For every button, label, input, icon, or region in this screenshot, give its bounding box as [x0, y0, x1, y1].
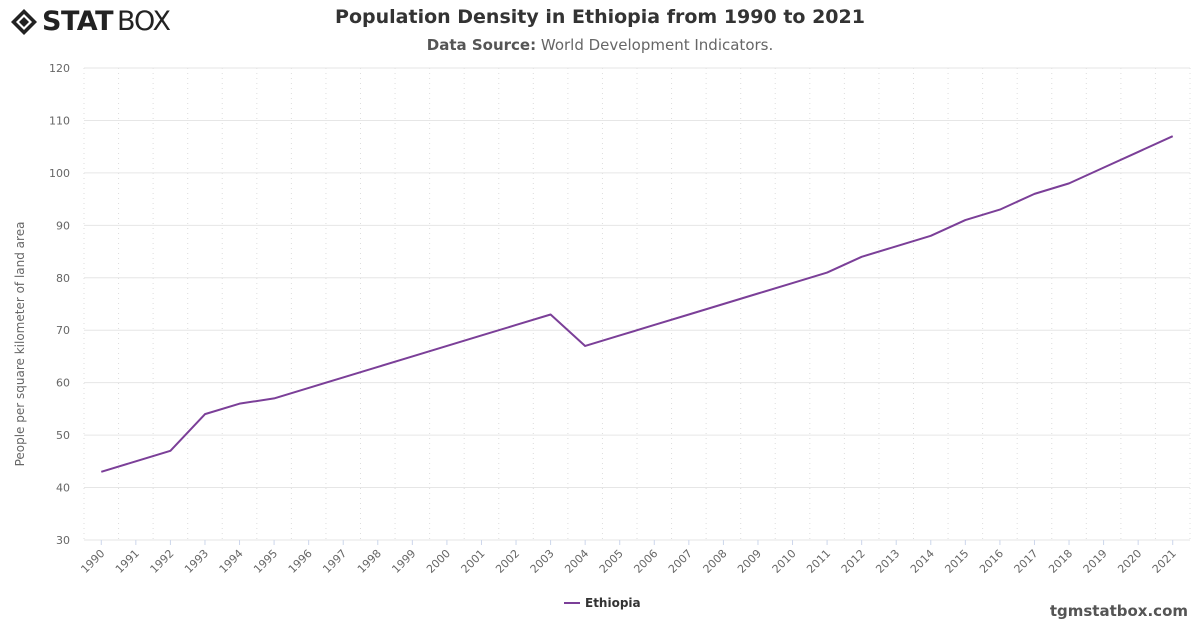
data-point — [618, 333, 622, 337]
data-point — [825, 271, 829, 275]
data-point — [1136, 150, 1140, 154]
subtitle-value: World Development Indicators. — [540, 36, 774, 54]
data-point — [1067, 181, 1071, 185]
x-tick-label: 1998 — [355, 547, 384, 576]
x-tick-label: 2003 — [528, 547, 557, 576]
data-point — [99, 470, 103, 474]
x-tick-label: 1995 — [251, 547, 280, 576]
data-point — [860, 255, 864, 259]
x-tick-label: 2011 — [804, 547, 833, 576]
data-point — [549, 312, 553, 316]
x-tick-label: 2016 — [977, 547, 1006, 576]
x-tick-label: 2018 — [1046, 547, 1075, 576]
y-tick-label: 80 — [56, 272, 70, 285]
y-tick-label: 120 — [49, 62, 70, 75]
data-point — [203, 412, 207, 416]
data-point — [791, 281, 795, 285]
statbox-logo: STAT BOX — [10, 6, 171, 37]
x-tick-label: 2006 — [631, 547, 660, 576]
x-tick-label: 1993 — [182, 547, 211, 576]
data-point — [168, 449, 172, 453]
data-point — [272, 396, 276, 400]
data-point — [514, 323, 518, 327]
x-tick-label: 1991 — [113, 547, 142, 576]
x-tick-label: 2014 — [908, 547, 937, 576]
x-tick-label: 2017 — [1012, 547, 1041, 576]
x-tick-label: 1996 — [286, 547, 315, 576]
x-tick-label: 1990 — [78, 547, 107, 576]
y-tick-label: 70 — [56, 324, 70, 337]
data-point — [963, 218, 967, 222]
data-point — [410, 354, 414, 358]
x-tick-label: 2004 — [562, 547, 591, 576]
x-tick-label: 2021 — [1150, 547, 1179, 576]
data-point — [445, 344, 449, 348]
x-tick-label: 2015 — [942, 547, 971, 576]
subtitle-label: Data Source: — [426, 36, 537, 54]
data-point — [929, 234, 933, 238]
data-point — [238, 402, 242, 406]
chart-title: Population Density in Ethiopia from 1990… — [335, 6, 865, 28]
x-tick-label: 2000 — [424, 547, 453, 576]
data-point — [307, 386, 311, 390]
logo-text-bold: STAT — [42, 6, 113, 37]
chart-subtitle: Data Source: World Development Indicator… — [0, 36, 1200, 54]
x-tick-label: 1999 — [389, 547, 418, 576]
data-point — [134, 459, 138, 463]
x-tick-label: 1992 — [148, 547, 177, 576]
data-point — [583, 344, 587, 348]
data-point — [756, 292, 760, 296]
y-tick-label: 90 — [56, 219, 70, 232]
y-axis-label: People per square kilometer of land area — [13, 222, 27, 467]
x-tick-label: 2013 — [873, 547, 902, 576]
data-point — [341, 375, 345, 379]
data-point — [1102, 166, 1106, 170]
data-point — [652, 323, 656, 327]
data-point — [721, 302, 725, 306]
y-tick-label: 30 — [56, 534, 70, 547]
x-tick-label: 2002 — [493, 547, 522, 576]
data-point — [687, 312, 691, 316]
data-point — [998, 208, 1002, 212]
data-point — [376, 365, 380, 369]
x-tick-label: 1997 — [320, 547, 349, 576]
x-tick-label: 1994 — [217, 547, 246, 576]
x-tick-label: 2019 — [1081, 547, 1110, 576]
logo-text-light: BOX — [116, 6, 171, 37]
x-tick-label: 2009 — [735, 547, 764, 576]
y-tick-label: 50 — [56, 429, 70, 442]
x-tick-label: 2001 — [459, 547, 488, 576]
data-point — [479, 333, 483, 337]
data-point — [894, 244, 898, 248]
x-tick-label: 2008 — [701, 547, 730, 576]
x-tick-label: 2010 — [770, 547, 799, 576]
x-tick-label: 2007 — [666, 547, 695, 576]
series-line-ethiopia — [100, 135, 1174, 473]
diamond-logo-icon — [11, 8, 37, 35]
x-tick-label: 2012 — [839, 547, 868, 576]
data-point — [1032, 192, 1036, 196]
legend-item-label: Ethiopia — [585, 596, 641, 610]
x-tick-label: 2005 — [597, 547, 626, 576]
y-tick-label: 40 — [56, 482, 70, 495]
y-tick-label: 110 — [49, 114, 70, 127]
y-tick-label: 60 — [56, 377, 70, 390]
watermark: tgmstatbox.com — [1049, 602, 1188, 620]
data-point — [1171, 134, 1175, 138]
y-tick-label: 100 — [49, 167, 70, 180]
x-tick-label: 2020 — [1115, 547, 1144, 576]
